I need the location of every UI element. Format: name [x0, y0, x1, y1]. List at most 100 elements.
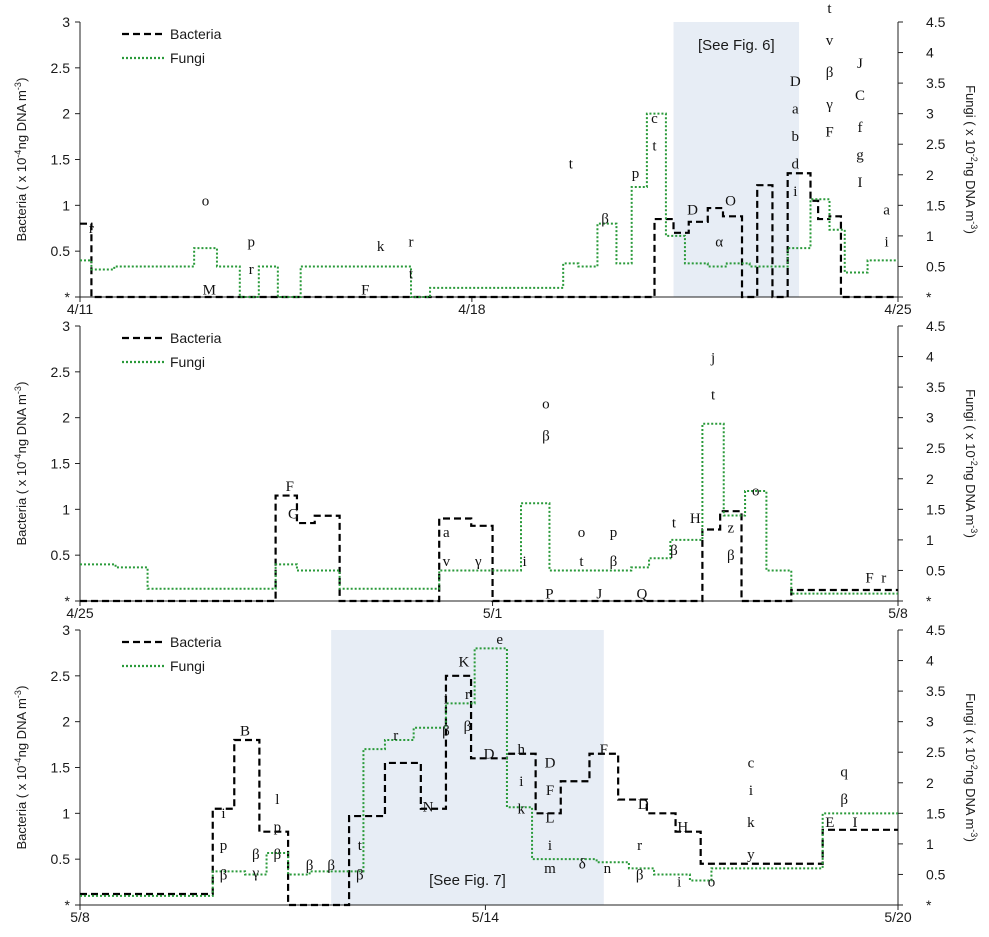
annotation-label: β — [327, 858, 335, 874]
annotation-label: m — [544, 861, 556, 877]
left-tick-label: 2 — [62, 106, 70, 122]
annotation-label: K — [458, 655, 469, 671]
legend-label-bacteria: Bacteria — [170, 330, 222, 346]
annotation-label: β — [274, 847, 282, 863]
annotation-label: i — [548, 838, 552, 854]
legend-label-fungi: Fungi — [170, 658, 205, 674]
series-line-bacteria — [80, 172, 898, 299]
left-tick-label: 3 — [62, 14, 70, 30]
annotation-label: D — [790, 74, 801, 90]
right-tick-label: 2 — [926, 775, 934, 791]
annotation-label: H — [677, 820, 688, 836]
annotation-label: t — [652, 138, 657, 154]
x-tick-label: 5/8 — [888, 605, 908, 621]
annotation-label: α — [715, 235, 723, 251]
annotation-label: p — [274, 820, 282, 836]
annotation-label: j — [710, 351, 715, 367]
annotation-label: g — [856, 148, 864, 164]
annotation-label: F — [361, 282, 369, 298]
annotation-label: t — [672, 516, 677, 532]
annotation-label: β — [610, 554, 618, 570]
annotation-label: γ — [251, 866, 259, 882]
annotation-label: h — [518, 742, 526, 758]
x-tick-label: 4/25 — [884, 301, 911, 317]
series-line-fungi — [80, 112, 898, 298]
panel-bottom: [See Fig. 7] 3 2.5 2 1.5 1 0.5 * 4.5 4 3.5 3 2.5 2 1.5… — [13, 622, 979, 925]
y-left-axis-title: Bacteria ( x 10-4 ng DNA m-3 ) — [13, 381, 29, 545]
right-tick-label: 4 — [926, 653, 934, 669]
right-tick-label: 3.5 — [926, 75, 946, 91]
annotation-label: δ — [579, 856, 586, 872]
annotation-label: G — [288, 507, 299, 523]
annotation-label: E — [825, 815, 834, 831]
annotation-label: F — [286, 479, 294, 495]
right-tick-label: 2.5 — [926, 744, 946, 760]
right-tick-label: 1.5 — [926, 805, 946, 821]
left-tick-label: 1.5 — [51, 456, 71, 472]
y-left-axis-title: Bacteria ( x 10-4 ng DNA m-3 ) — [13, 685, 29, 849]
annotation-label: β — [670, 543, 678, 559]
left-tick-label: 1.5 — [51, 152, 71, 168]
left-tick-label: 2 — [62, 714, 70, 730]
annotation-label: t — [409, 267, 414, 283]
annotation-label: r — [89, 221, 94, 237]
left-tick-label: * — [65, 289, 71, 305]
annotation-label: o — [542, 397, 550, 413]
annotation-label: r — [409, 235, 414, 251]
right-tick-label: 4 — [926, 45, 934, 61]
right-tick-label: 1.5 — [926, 501, 946, 517]
annotation-label: D — [687, 203, 698, 219]
x-tick-label: 5/1 — [483, 605, 503, 621]
annotation-label: β — [727, 548, 735, 564]
annotation-label: H — [690, 511, 701, 527]
x-tick-label: 4/18 — [458, 301, 485, 317]
legend-label-fungi: Fungi — [170, 354, 205, 370]
legend-label-fungi: Fungi — [170, 50, 205, 66]
annotation-label: r — [465, 687, 470, 703]
annotation-label: J — [596, 586, 602, 602]
right-tick-label: 0.5 — [926, 258, 946, 274]
series-line-fungi — [80, 647, 898, 897]
annotation-label: r — [637, 838, 642, 854]
annotation-label: D — [484, 746, 495, 762]
right-tick-label: 1 — [926, 532, 934, 548]
annotation-label: y — [747, 847, 755, 863]
legend-label-bacteria: Bacteria — [170, 634, 222, 650]
annotation-label: p — [610, 525, 618, 541]
right-tick-label: 2.5 — [926, 440, 946, 456]
annotation-label: o — [202, 193, 210, 209]
annotation-label: F — [865, 571, 873, 587]
left-tick-label: 1 — [62, 805, 70, 821]
annotation-label: I — [852, 815, 857, 831]
annotation-label: β — [601, 212, 609, 228]
x-tick-label: 5/8 — [70, 909, 90, 925]
annotation-label: i — [519, 774, 523, 790]
left-tick-label: 3 — [62, 318, 70, 334]
annotation-label: l — [275, 792, 279, 808]
annotation-label: k — [747, 815, 755, 831]
right-tick-label: 4 — [926, 349, 934, 365]
annotation-label: i — [885, 235, 889, 251]
right-tick-label: 1 — [926, 836, 934, 852]
right-tick-label: 2.5 — [926, 136, 946, 152]
annotation-label: e — [496, 632, 503, 648]
annotation-label: M — [203, 282, 216, 298]
x-tick-label: 4/11 — [67, 301, 93, 317]
annotation-label: β — [542, 429, 550, 445]
annotation-label: b — [792, 129, 800, 145]
annotation-label: q — [840, 765, 848, 781]
annotation-label: t — [569, 157, 574, 173]
annotation-label: F — [600, 742, 608, 758]
annotation-label: k — [518, 801, 526, 817]
left-tick-label: 0.5 — [51, 547, 71, 563]
annotation-label: β — [464, 719, 472, 735]
annotation-label: k — [377, 239, 385, 255]
x-tick-label: 4/25 — [66, 605, 93, 621]
left-tick-label: * — [65, 593, 71, 609]
annotation-label: c — [748, 756, 755, 772]
annotation-label: β — [306, 858, 314, 874]
right-tick-label: * — [926, 289, 932, 305]
annotation-label: t — [827, 1, 832, 17]
right-tick-label: 2 — [926, 471, 934, 487]
panel-middle: 32.521.510.5*4.543.532.521.510.5*4/25 5/1… — [13, 318, 979, 621]
